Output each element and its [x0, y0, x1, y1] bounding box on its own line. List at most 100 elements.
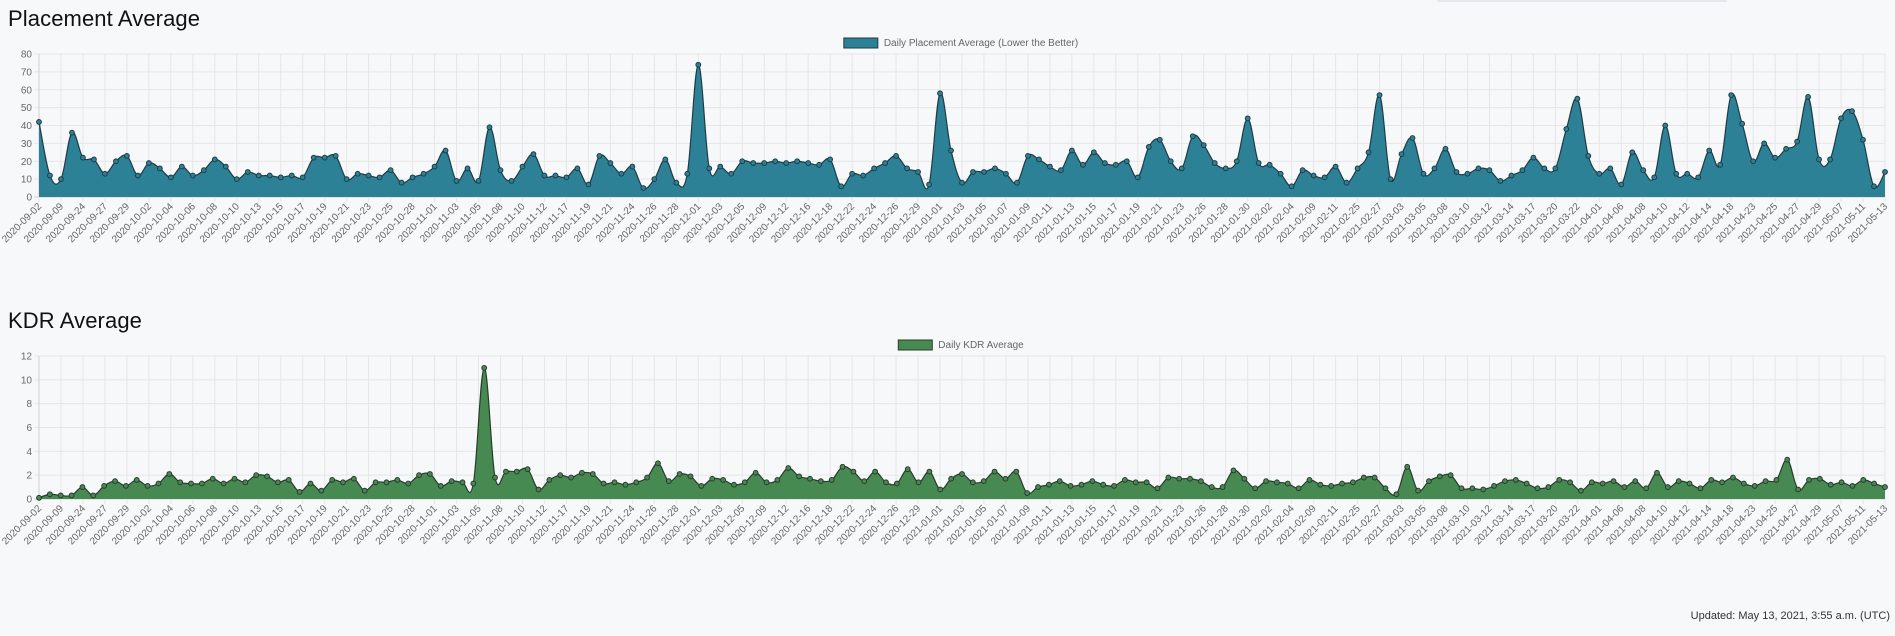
data-point[interactable] [266, 172, 273, 179]
data-point[interactable] [1574, 95, 1581, 102]
data-point[interactable] [1244, 115, 1251, 122]
data-point[interactable] [1310, 172, 1317, 179]
data-point[interactable] [991, 468, 998, 475]
data-point[interactable] [1827, 156, 1833, 163]
data-point[interactable] [1827, 481, 1834, 488]
data-point[interactable] [574, 165, 581, 172]
data-point[interactable] [220, 480, 227, 487]
data-point[interactable] [546, 477, 553, 483]
data-point[interactable] [133, 477, 140, 483]
data-point[interactable] [1588, 479, 1595, 486]
data-point[interactable] [69, 129, 75, 136]
data-point[interactable] [579, 469, 585, 476]
data-point[interactable] [1662, 122, 1669, 129]
data-point[interactable] [849, 170, 856, 177]
data-point[interactable] [470, 480, 477, 487]
data-point[interactable] [1530, 154, 1537, 161]
data-point[interactable] [318, 487, 325, 494]
data-point[interactable] [409, 174, 416, 181]
data-point[interactable] [805, 160, 812, 166]
data-point[interactable] [231, 475, 238, 482]
data-point[interactable] [372, 479, 379, 486]
data-point[interactable] [600, 480, 607, 487]
data-point[interactable] [763, 479, 770, 486]
data-point[interactable] [1079, 161, 1086, 168]
data-point[interactable] [948, 475, 955, 482]
data-point[interactable] [1306, 477, 1313, 483]
data-point[interactable] [1288, 183, 1295, 190]
data-point[interactable] [1871, 480, 1878, 487]
data-point[interactable] [1486, 167, 1493, 174]
data-point[interactable] [1328, 482, 1335, 489]
data-point[interactable] [1241, 475, 1248, 482]
data-point[interactable] [1277, 170, 1284, 177]
data-point[interactable] [1252, 485, 1259, 492]
data-point[interactable] [519, 163, 526, 170]
data-point[interactable] [731, 481, 737, 488]
data-point[interactable] [1211, 160, 1218, 166]
data-point[interactable] [872, 468, 879, 475]
data-point[interactable] [1640, 167, 1647, 174]
data-point[interactable] [211, 156, 218, 163]
data-point[interactable] [285, 477, 292, 483]
data-point[interactable] [720, 477, 727, 483]
data-point[interactable] [244, 169, 251, 175]
data-point[interactable] [1708, 477, 1715, 483]
data-point[interactable] [102, 170, 108, 177]
data-point[interactable] [1442, 145, 1449, 152]
data-point[interactable] [1502, 478, 1508, 485]
data-point[interactable] [860, 172, 867, 179]
data-point[interactable] [343, 176, 350, 183]
data-point[interactable] [655, 460, 661, 467]
data-point[interactable] [1453, 169, 1460, 175]
data-point[interactable] [178, 163, 185, 170]
chart-legend[interactable]: Daily Placement Average (Lower the Bette… [843, 37, 1078, 49]
data-point[interactable] [1664, 484, 1671, 490]
data-point[interactable] [351, 475, 357, 482]
data-point[interactable] [741, 479, 748, 486]
data-point[interactable] [1189, 133, 1196, 140]
data-point[interactable] [838, 183, 845, 190]
data-point[interactable] [405, 480, 412, 487]
data-point[interactable] [750, 160, 757, 166]
data-point[interactable] [398, 179, 405, 186]
data-point[interactable] [437, 482, 444, 489]
data-point[interactable] [1167, 158, 1174, 165]
data-point[interactable] [274, 479, 281, 486]
data-point[interactable] [1387, 176, 1394, 183]
data-point[interactable] [1610, 478, 1617, 485]
data-point[interactable] [1121, 477, 1128, 483]
data-point[interactable] [1436, 473, 1443, 480]
data-point[interactable] [1143, 479, 1150, 486]
data-point[interactable] [1354, 165, 1361, 172]
placement-average-chart[interactable]: Daily Placement Average (Lower the Bette… [0, 37, 1895, 245]
data-point[interactable] [861, 478, 868, 485]
data-point[interactable] [1090, 149, 1097, 156]
data-point[interactable] [959, 179, 965, 186]
data-point[interactable] [1404, 463, 1411, 470]
data-point[interactable] [1219, 484, 1226, 490]
data-point[interactable] [665, 478, 672, 485]
data-point[interactable] [541, 172, 548, 179]
data-point[interactable] [1200, 142, 1207, 149]
data-point[interactable] [222, 163, 229, 170]
data-point[interactable] [36, 119, 42, 125]
data-point[interactable] [177, 479, 184, 486]
data-point[interactable] [361, 487, 368, 494]
data-point[interactable] [1651, 174, 1658, 181]
data-point[interactable] [508, 178, 515, 184]
data-point[interactable] [1165, 474, 1172, 481]
data-point[interactable] [552, 172, 559, 179]
data-point[interactable] [209, 475, 216, 482]
data-point[interactable] [1739, 120, 1746, 127]
data-point[interactable] [1871, 183, 1877, 190]
data-point[interactable] [1208, 484, 1215, 490]
data-point[interactable] [728, 170, 735, 177]
data-point[interactable] [79, 484, 86, 490]
data-point[interactable] [1025, 152, 1031, 159]
data-point[interactable] [893, 480, 900, 487]
data-point[interactable] [1035, 484, 1041, 490]
data-point[interactable] [1773, 477, 1780, 483]
data-point[interactable] [1284, 480, 1291, 487]
data-point[interactable] [1806, 477, 1812, 483]
